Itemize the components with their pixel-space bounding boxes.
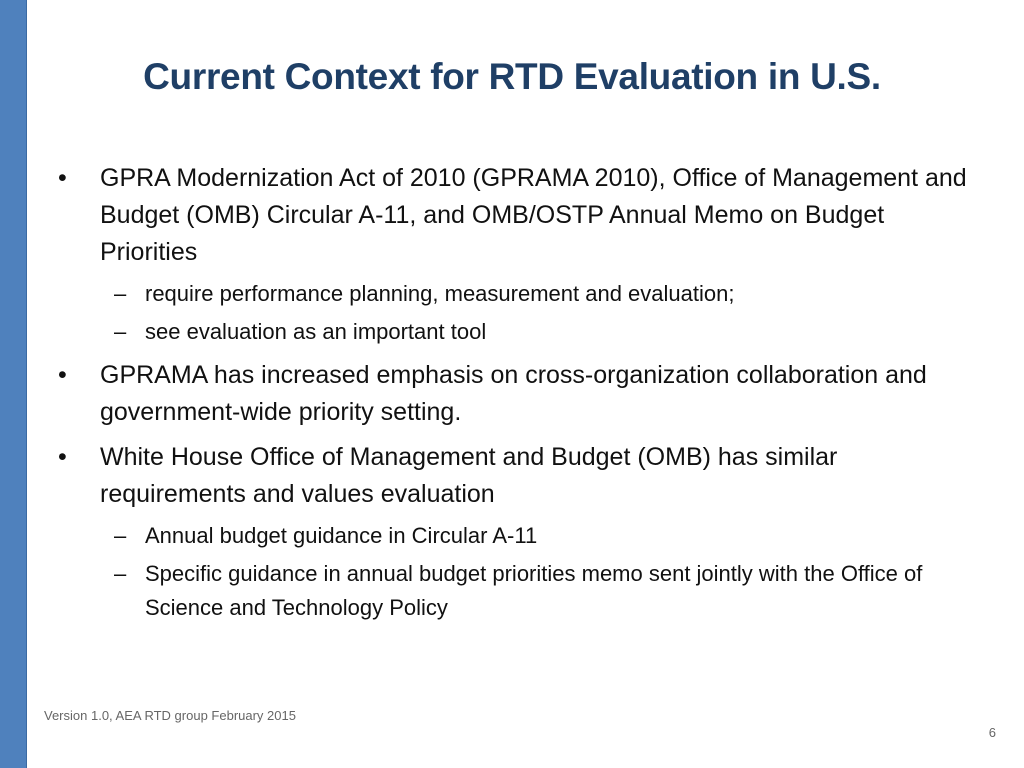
- accent-bar: [0, 0, 27, 768]
- page-number: 6: [988, 725, 996, 740]
- bullet-list: • GPRA Modernization Act of 2010 (GPRAMA…: [58, 160, 978, 627]
- dash-icon: –: [114, 561, 127, 586]
- dash-icon: –: [114, 281, 127, 306]
- footer-text: Version 1.0, AEA RTD group February 2015: [44, 708, 296, 723]
- sub-item-text: Annual budget guidance in Circular A-11: [145, 523, 538, 548]
- dash-icon: –: [114, 319, 127, 344]
- sub-item-text: require performance planning, measuremen…: [145, 281, 735, 306]
- sub-item: – Annual budget guidance in Circular A-1…: [58, 519, 978, 553]
- dash-icon: –: [114, 523, 127, 548]
- sub-item-text: Specific guidance in annual budget prior…: [145, 561, 923, 620]
- slide-title: Current Context for RTD Evaluation in U.…: [143, 56, 881, 97]
- sub-item-text: see evaluation as an important tool: [145, 319, 487, 344]
- sub-item: – Specific guidance in annual budget pri…: [58, 557, 978, 625]
- bullet-icon: •: [58, 361, 67, 389]
- bullet-icon: •: [58, 443, 67, 471]
- bullet-item-2: • GPRAMA has increased emphasis on cross…: [58, 357, 978, 431]
- sub-item: – require performance planning, measurem…: [58, 277, 978, 311]
- bullet-item-3: • White House Office of Management and B…: [58, 439, 978, 513]
- bullet-item-1: • GPRA Modernization Act of 2010 (GPRAMA…: [58, 160, 978, 271]
- sub-item: – see evaluation as an important tool: [58, 315, 978, 349]
- bullet-icon: •: [58, 164, 67, 192]
- bullet-text: GPRA Modernization Act of 2010 (GPRAMA 2…: [100, 164, 967, 266]
- bullet-text: White House Office of Management and Bud…: [100, 443, 838, 508]
- bullet-text: GPRAMA has increased emphasis on cross-o…: [100, 361, 927, 426]
